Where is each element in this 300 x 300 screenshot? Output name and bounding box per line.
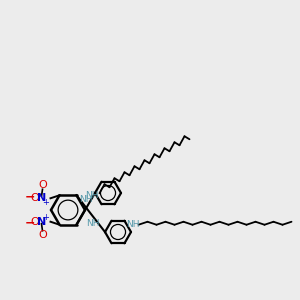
Text: NH: NH	[86, 219, 100, 228]
Text: +: +	[42, 213, 49, 222]
Text: N: N	[37, 193, 46, 203]
Text: O: O	[30, 217, 39, 227]
Text: NH: NH	[79, 195, 92, 204]
Text: −: −	[24, 191, 35, 204]
Text: O: O	[38, 230, 47, 240]
Text: NH: NH	[85, 191, 98, 200]
Text: NH: NH	[127, 220, 140, 229]
Text: −: −	[24, 216, 35, 229]
Text: N: N	[37, 217, 46, 227]
Text: O: O	[38, 180, 47, 190]
Text: +: +	[42, 198, 49, 207]
Text: O: O	[30, 193, 39, 203]
